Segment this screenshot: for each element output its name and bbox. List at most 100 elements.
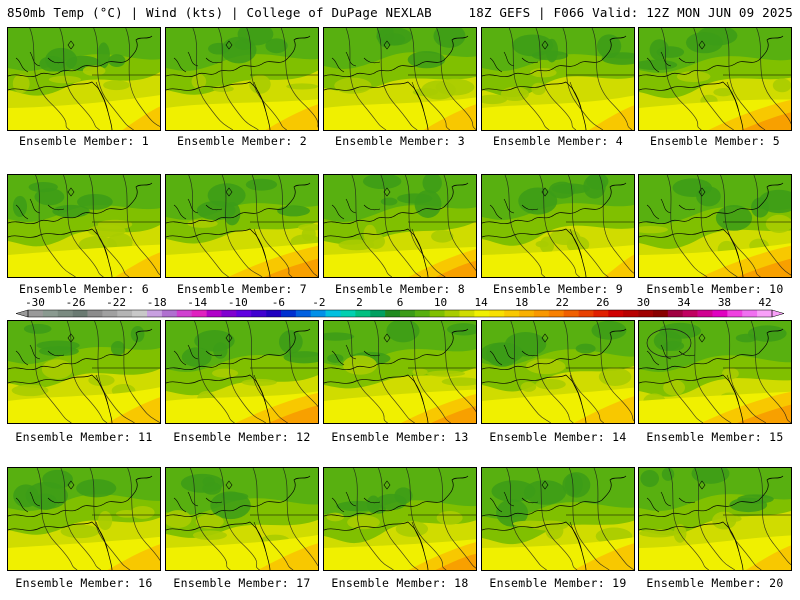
colorbar-segment — [176, 310, 192, 317]
colorbar-tick-label: -18 — [147, 296, 167, 309]
colorbar-segment — [28, 310, 44, 317]
colorbar-tick-label: 10 — [434, 296, 447, 309]
colorbar-segment — [236, 310, 252, 317]
temperature-field — [166, 175, 318, 277]
ensemble-member-label: Ensemble Member: 5 — [649, 134, 781, 148]
ensemble-member-map-6 — [7, 174, 161, 278]
colorbar-segment — [548, 310, 564, 317]
ensemble-member-map-13 — [323, 320, 477, 424]
ensemble-member-label: Ensemble Member: 4 — [492, 134, 624, 148]
temperature-field — [639, 28, 791, 130]
temperature-field — [482, 28, 634, 130]
ensemble-member-map-2 — [165, 27, 319, 131]
temperature-field — [639, 468, 791, 570]
temperature-field — [166, 321, 318, 423]
colorbar-segment — [325, 310, 341, 317]
colorbar-tick-label: -10 — [228, 296, 248, 309]
colorbar-segment — [489, 310, 505, 317]
ensemble-member-map-17 — [165, 467, 319, 571]
ensemble-member-label: Ensemble Member: 3 — [334, 134, 466, 148]
colorbar-segment — [221, 310, 237, 317]
colorbar-segment — [102, 310, 118, 317]
temperature-field — [8, 321, 160, 423]
ensemble-member-label: Ensemble Member: 17 — [173, 576, 311, 590]
colorbar-segment — [161, 310, 178, 317]
colorbar-segment — [429, 310, 445, 317]
temperature-field — [482, 321, 634, 423]
colorbar-segment — [638, 310, 654, 317]
ensemble-member-map-10 — [638, 174, 792, 278]
ensemble-member-map-5 — [638, 27, 792, 131]
ensemble-member-map-7 — [165, 174, 319, 278]
ensemble-member-label: Ensemble Member: 13 — [331, 430, 469, 444]
colorbar-segment — [206, 310, 222, 317]
temperature-colorbar: -30 -26 -22 -18 -14 -10 -6 -2 2 6 10 14 18 22 26 30 34 38… — [8, 296, 792, 322]
ensemble-member-map-16 — [7, 467, 161, 571]
colorbar-segment — [295, 310, 312, 317]
colorbar-tick-label: 30 — [637, 296, 650, 309]
ensemble-member-label: Ensemble Member: 9 — [492, 282, 624, 296]
colorbar-segment — [697, 310, 713, 317]
ensemble-member-label: Ensemble Member: 6 — [18, 282, 150, 296]
temperature-field — [482, 468, 634, 570]
colorbar-segment — [414, 310, 431, 317]
colorbar-segment — [519, 310, 535, 317]
ensemble-member-label: Ensemble Member: 7 — [176, 282, 308, 296]
colorbar-high-arrow — [771, 309, 785, 318]
colorbar-tick-label: 34 — [677, 296, 691, 309]
ensemble-member-label: Ensemble Member: 15 — [646, 430, 784, 444]
colorbar-low-arrow — [15, 309, 29, 318]
colorbar-segment — [400, 310, 416, 317]
colorbar-segment — [578, 310, 594, 317]
temperature-field — [324, 321, 476, 423]
temperature-field — [8, 28, 160, 130]
colorbar-segment — [682, 310, 698, 317]
ensemble-member-label: Ensemble Member: 8 — [334, 282, 466, 296]
ensemble-member-label: Ensemble Member: 2 — [176, 134, 308, 148]
colorbar-tick-label: -22 — [106, 296, 126, 309]
colorbar-segment — [42, 310, 59, 317]
colorbar-segment — [280, 310, 297, 317]
colorbar-segment — [459, 310, 475, 317]
ensemble-member-map-19 — [481, 467, 635, 571]
colorbar-segment — [757, 310, 773, 317]
colorbar-segment — [652, 310, 669, 317]
colorbar-segment — [504, 310, 520, 317]
ensemble-member-label: Ensemble Member: 19 — [489, 576, 627, 590]
colorbar-tick-label: 6 — [397, 296, 404, 309]
ensemble-member-label: Ensemble Member: 11 — [15, 430, 153, 444]
colorbar-segment — [444, 310, 460, 317]
temperature-field — [8, 468, 160, 570]
temperature-field — [639, 321, 791, 423]
colorbar-tick-label: 14 — [474, 296, 488, 309]
ensemble-member-map-4 — [481, 27, 635, 131]
colorbar-segment — [87, 310, 103, 317]
colorbar-segment — [147, 310, 163, 317]
colorbar-segment — [132, 310, 148, 317]
colorbar-segment — [340, 310, 356, 317]
ensemble-member-map-12 — [165, 320, 319, 424]
ensemble-member-label: Ensemble Member: 20 — [646, 576, 784, 590]
temperature-field — [324, 468, 476, 570]
colorbar-tick-label: 38 — [718, 296, 731, 309]
colorbar-graphic: -30 -26 -22 -18 -14 -10 -6 -2 2 6 10 14 18 22 26 30 34 38… — [15, 296, 785, 318]
ensemble-member-map-15 — [638, 320, 792, 424]
colorbar-segment — [742, 310, 758, 317]
ensemble-member-map-3 — [323, 27, 477, 131]
colorbar-tick-label: -6 — [272, 296, 285, 309]
colorbar-tick-label: 18 — [515, 296, 528, 309]
colorbar-tick-label: 22 — [556, 296, 569, 309]
ensemble-member-map-18 — [323, 467, 477, 571]
colorbar-segment — [608, 310, 624, 317]
temperature-field — [8, 175, 160, 277]
temperature-field — [324, 175, 476, 277]
colorbar-segment — [474, 310, 490, 317]
colorbar-segment — [191, 310, 207, 317]
ensemble-member-map-11 — [7, 320, 161, 424]
ensemble-member-map-1 — [7, 27, 161, 131]
colorbar-segment — [727, 310, 743, 317]
colorbar-tick-label: 2 — [356, 296, 363, 309]
map-title: 850mb Temp (°C) | Wind (kts) | College o… — [7, 5, 432, 20]
colorbar-tick-label: -30 — [25, 296, 45, 309]
ensemble-member-map-14 — [481, 320, 635, 424]
